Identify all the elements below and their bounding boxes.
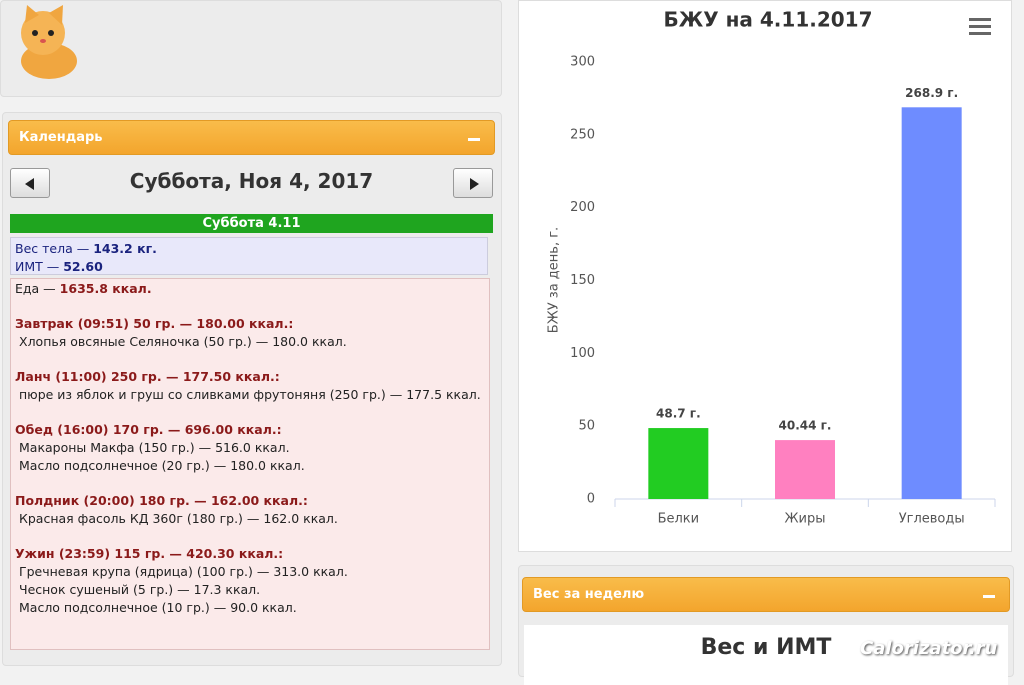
y-axis-label: БЖУ за день, г. bbox=[547, 227, 562, 333]
weight-value: 143.2 кг. bbox=[93, 241, 157, 256]
next-button[interactable] bbox=[453, 168, 493, 198]
y-tick-label: 300 bbox=[570, 55, 595, 70]
y-tick-label: 150 bbox=[570, 273, 595, 288]
meal-header: Полдник (20:00) 180 гр. — 162.00 ккал.: bbox=[15, 493, 308, 508]
value-label: 48.7 г. bbox=[656, 407, 701, 421]
weight-panel-title: Вес за неделю bbox=[533, 587, 645, 602]
weight-label: Вес тела — bbox=[15, 241, 90, 256]
food-total: 1635.8 ккал. bbox=[59, 281, 152, 296]
y-tick-label: 200 bbox=[570, 200, 595, 215]
meal-header: Ланч (11:00) 250 гр. — 177.50 ккал.: bbox=[15, 369, 280, 384]
y-tick-label: 100 bbox=[570, 346, 595, 361]
y-tick-label: 250 bbox=[570, 127, 595, 142]
value-label: 40.44 г. bbox=[779, 419, 832, 433]
meal-item: Масло подсолнечное (10 гр.) — 90.0 ккал. bbox=[19, 600, 297, 615]
logo-panel bbox=[0, 0, 502, 97]
meal: Ужин (23:59) 115 гр. — 420.30 ккал.: Греч… bbox=[15, 545, 485, 617]
x-tick-label: Углеводы bbox=[899, 512, 965, 527]
y-tick-label: 0 bbox=[587, 492, 595, 507]
bar bbox=[901, 107, 962, 499]
x-tick-label: Жиры bbox=[785, 512, 826, 527]
day-header: Суббота 4.11 bbox=[10, 214, 493, 233]
collapse-icon bbox=[983, 595, 995, 598]
meal: Обед (16:00) 170 гр. — 696.00 ккал.: Мака… bbox=[15, 421, 485, 475]
weight-chart-title: Вес и ИМТ bbox=[700, 635, 832, 660]
bmi-label: ИМТ — bbox=[15, 259, 60, 274]
meal-item: Красная фасоль КД 360г (180 гр.) — 162.0… bbox=[19, 511, 338, 526]
prev-button[interactable] bbox=[10, 168, 50, 198]
meal-item: Масло подсолнечное (20 гр.) — 180.0 ккал… bbox=[19, 458, 305, 473]
meal-header: Ужин (23:59) 115 гр. — 420.30 ккал.: bbox=[15, 546, 284, 561]
x-tick-label: Белки bbox=[658, 512, 700, 527]
date-title: Суббота, Ноя 4, 2017 bbox=[129, 169, 374, 193]
meal-item: Гречневая крупа (ядрица) (100 гр.) — 313… bbox=[19, 564, 348, 579]
body-box: Вес тела — 143.2 кг. ИМТ — 52.60 bbox=[10, 237, 488, 275]
cat-logo bbox=[21, 5, 77, 79]
meal-header: Обед (16:00) 170 гр. — 696.00 ккал.: bbox=[15, 422, 282, 437]
calendar-header[interactable]: Календарь bbox=[8, 120, 495, 155]
collapse-icon bbox=[468, 138, 480, 141]
menu-icon[interactable] bbox=[969, 18, 991, 35]
meal: Полдник (20:00) 180 гр. — 162.00 ккал.: К… bbox=[15, 492, 485, 528]
calendar-title: Календарь bbox=[19, 130, 103, 145]
meal-header: Завтрак (09:51) 50 гр. — 180.00 ккал.: bbox=[15, 316, 294, 331]
food-box: Еда — 1635.8 ккал. Завтрак (09:51) 50 гр… bbox=[10, 278, 490, 650]
bar bbox=[648, 428, 709, 499]
bmi-value: 52.60 bbox=[63, 259, 103, 274]
y-tick-label: 50 bbox=[578, 419, 595, 434]
chart-title: БЖУ на 4.11.2017 bbox=[664, 8, 873, 32]
value-label: 268.9 г. bbox=[905, 86, 958, 100]
meal-item: Макароны Макфа (150 гр.) — 516.0 ккал. bbox=[19, 440, 290, 455]
meal: Завтрак (09:51) 50 гр. — 180.00 ккал.: Хл… bbox=[15, 315, 485, 351]
watermark: Calorizator.ru bbox=[860, 638, 998, 659]
chart: БЖУ на 4.11.2017 БЖУ за день, г. 0 50 100 1… bbox=[547, 8, 996, 527]
meal-item: Хлопья овсяные Селяночка (50 гр.) — 180.… bbox=[19, 334, 347, 349]
meal-item: пюре из яблок и груш со сливками фрутоня… bbox=[19, 387, 481, 402]
meal-item: Чеснок сушеный (5 гр.) — 17.3 ккал. bbox=[19, 582, 261, 597]
bar bbox=[775, 440, 835, 499]
meal: Ланч (11:00) 250 гр. — 177.50 ккал.: пюре… bbox=[15, 368, 485, 404]
food-label: Еда — bbox=[15, 281, 56, 296]
weight-header[interactable]: Вес за неделю bbox=[522, 577, 1010, 612]
